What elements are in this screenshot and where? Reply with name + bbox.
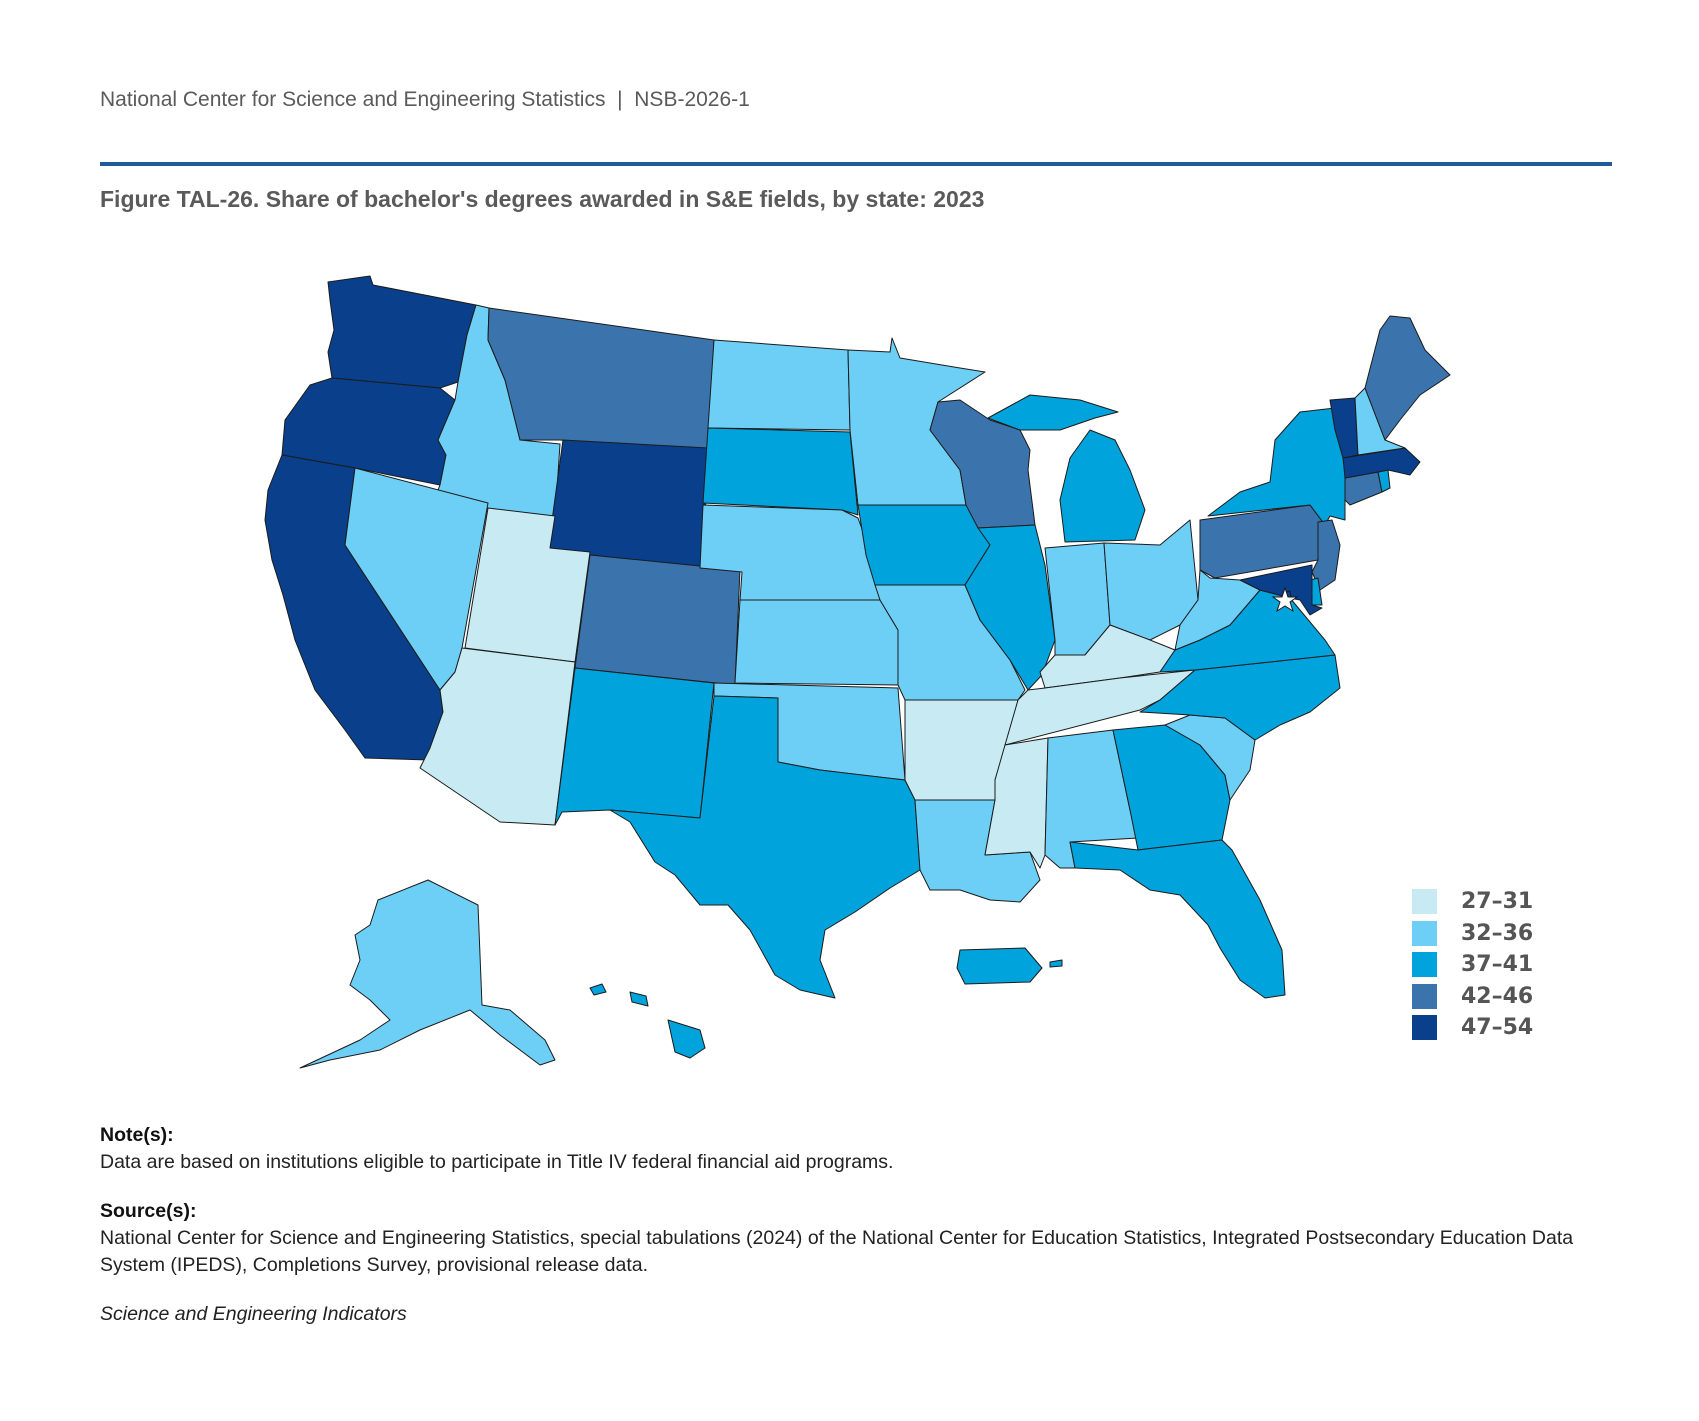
legend-label: 32–36 [1461,920,1534,946]
legend-label: 37–41 [1461,952,1534,978]
header-line: National Center for Science and Engineer… [100,88,750,112]
legend-label: 27–31 [1461,889,1534,915]
map-legend: 27–31 32–36 37–41 42–46 47–54 [1412,886,1572,1044]
state-HI[interactable] [589,983,706,1059]
header-separator: | [617,88,623,111]
publication-name: Science and Engineering Indicators [100,1303,407,1325]
legend-item: 42–46 [1412,981,1572,1013]
header-report-id: NSB-2026-1 [634,88,750,111]
legend-swatch [1412,983,1437,1009]
header-rule [100,162,1612,166]
legend-swatch [1412,889,1437,915]
state-NH[interactable] [1354,387,1406,456]
state-NJ[interactable] [1311,519,1341,591]
state-WI[interactable] [929,399,1036,529]
state-WA[interactable] [327,275,477,389]
state-IA[interactable] [857,504,991,586]
header-org: National Center for Science and Engineer… [100,88,606,111]
legend-item: 47–54 [1412,1012,1572,1044]
state-CO[interactable] [574,554,741,686]
notes-text: Data are based on institutions eligible … [100,1151,894,1173]
state-NM[interactable] [554,667,715,826]
figure-title: Figure TAL-26. Share of bachelor's degre… [100,186,985,212]
legend-swatch [1412,920,1437,946]
notes-section: Note(s): Data are based on institutions … [100,1122,1600,1328]
state-ME[interactable] [1364,315,1451,441]
legend-swatch [1412,952,1437,978]
legend-item: 32–36 [1412,918,1572,950]
state-MA[interactable] [1342,447,1421,479]
state-ND[interactable] [707,339,851,431]
state-VT[interactable] [1329,397,1359,459]
state-SD[interactable] [702,427,859,516]
notes-heading: Note(s): [100,1124,174,1146]
legend-swatch [1412,1015,1437,1041]
state-FL[interactable] [1069,839,1286,999]
state-WY[interactable] [547,439,709,569]
legend-label: 42–46 [1461,983,1534,1009]
legend-label: 47–54 [1461,1015,1534,1041]
source-text: National Center for Science and Engineer… [100,1227,1574,1276]
state-TX[interactable] [609,695,921,999]
state-PR[interactable] [956,947,1063,985]
state-MT[interactable] [487,307,715,456]
legend-item: 37–41 [1412,949,1572,981]
state-AK[interactable] [299,879,556,1069]
state-KS[interactable] [734,599,899,686]
source-heading: Source(s): [100,1200,197,1222]
state-MI[interactable] [987,394,1146,543]
dc-star-icon [1271,586,1299,613]
state-MD[interactable] [1239,564,1323,616]
state-NY[interactable] [1207,407,1346,526]
legend-item: 27–31 [1412,886,1572,918]
